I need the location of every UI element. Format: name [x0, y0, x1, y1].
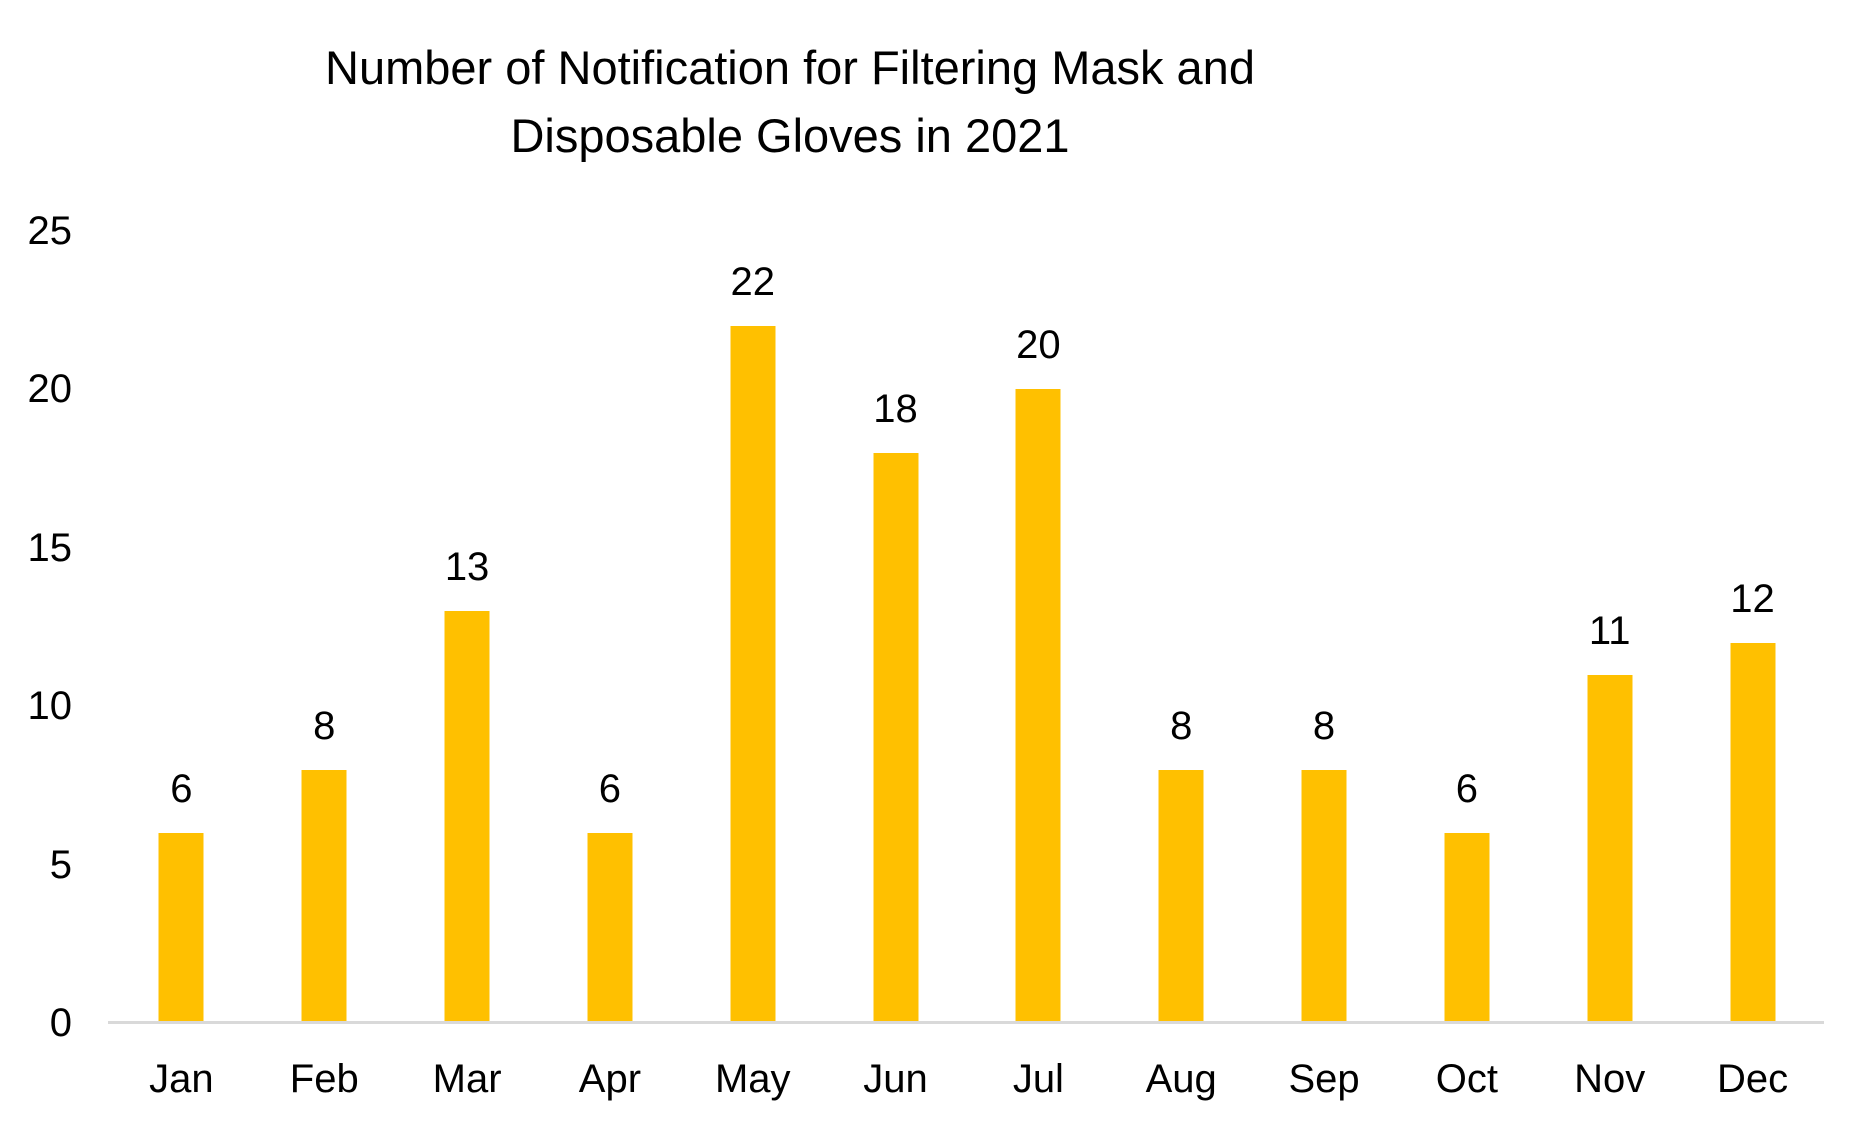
bar-value-label-dec: 12	[1730, 576, 1775, 621]
bar-value-label-jun: 18	[873, 386, 918, 431]
x-axis-tick-label-jun: Jun	[863, 1057, 928, 1101]
y-axis-tick-label: 10	[27, 684, 73, 729]
bar-cell-may: 22	[681, 231, 824, 1023]
bar-oct	[1444, 832, 1490, 1023]
bar-may	[730, 326, 776, 1023]
bar-jun	[873, 452, 919, 1023]
bar-value-label-sep: 8	[1312, 703, 1336, 748]
bar-cell-feb: 8	[253, 231, 396, 1023]
bar-nov	[1587, 674, 1633, 1023]
chart-title: Number of Notification for Filtering Mas…	[0, 34, 1580, 170]
y-axis-tick-label: 25	[27, 209, 73, 253]
bar-value-label-nov: 11	[1588, 608, 1631, 653]
y-axis-tick-label: 5	[49, 842, 72, 887]
x-axis-tick-label-oct: Oct	[1435, 1057, 1498, 1101]
bar-cell-jun: 18	[824, 231, 967, 1023]
bar-value-label-mar: 13	[444, 545, 490, 590]
bar-apr	[587, 832, 633, 1023]
chart-title-line-1: Number of Notification for Filtering Mas…	[325, 41, 1255, 94]
x-axis-tick-label-nov: Nov	[1574, 1057, 1646, 1101]
bar-value-label-aug: 8	[1170, 703, 1193, 748]
x-axis-tick-label-sep: Sep	[1288, 1057, 1360, 1101]
bar-jan	[158, 832, 204, 1023]
x-axis-tick-label-may: May	[714, 1057, 791, 1101]
bar-value-label-may: 22	[730, 260, 775, 305]
x-axis-tick-label-aug: Aug	[1145, 1057, 1217, 1101]
bar-cell-nov: 11	[1538, 231, 1681, 1023]
bar-aug	[1158, 769, 1204, 1023]
x-axis-line	[108, 1021, 1824, 1024]
y-axis-tick-label: 15	[27, 525, 73, 570]
bar-cell-jul: 20	[967, 231, 1110, 1023]
bar-feb	[301, 769, 347, 1023]
bar-cell-jan: 6	[110, 231, 253, 1023]
bar-sep	[1301, 769, 1347, 1023]
bar-cell-sep: 8	[1253, 231, 1396, 1023]
x-axis-tick-label-jan: Jan	[149, 1057, 214, 1101]
x-axis-tick-label-dec: Dec	[1716, 1057, 1789, 1101]
x-axis-tick-label-feb: Feb	[289, 1057, 359, 1101]
bar-cell-apr: 6	[538, 231, 681, 1023]
x-axis-tick-label-mar: Mar	[432, 1057, 502, 1101]
bar-cell-mar: 13	[396, 231, 539, 1023]
bar-value-label-jan: 6	[170, 766, 193, 811]
bar-jul	[1015, 389, 1061, 1023]
bar-value-label-oct: 6	[1455, 766, 1478, 811]
bar-value-label-feb: 8	[313, 703, 336, 748]
x-axis-tick-label-jul: Jul	[1012, 1057, 1064, 1101]
bar-dec	[1730, 642, 1776, 1023]
bar-cell-aug: 8	[1110, 231, 1253, 1023]
chart-title-line-2: Disposable Gloves in 2021	[510, 109, 1070, 162]
bar-value-label-jul: 20	[1016, 323, 1061, 368]
bar-cell-oct: 6	[1395, 231, 1538, 1023]
x-axis-tick-label-apr: Apr	[578, 1057, 642, 1101]
y-axis-tick-label: 20	[27, 367, 73, 412]
bar-mar	[444, 611, 490, 1023]
x-axis: Jan Feb Mar Apr May Jun Jul Aug Sep Oct Nov Dec	[110, 1056, 1824, 1102]
plot-area: 6 8 13 6 22 18 20 8 8 6 11 12	[110, 231, 1824, 1023]
y-axis-tick-label: 0	[49, 1001, 72, 1045]
bar-cell-dec: 12	[1681, 231, 1824, 1023]
bar-value-label-apr: 6	[598, 766, 622, 811]
